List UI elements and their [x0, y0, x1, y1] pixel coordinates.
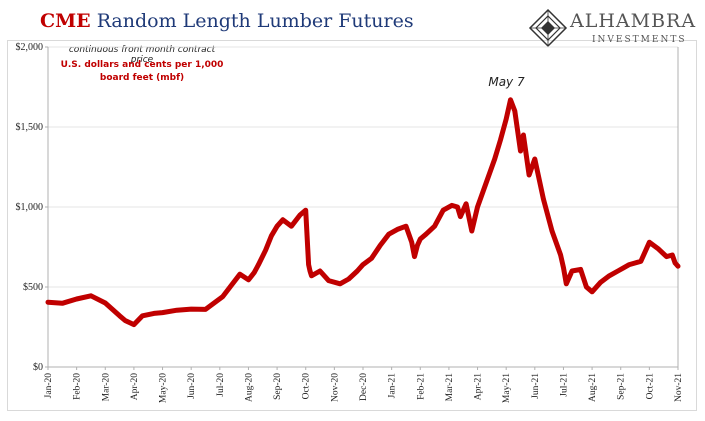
x-tick-label: Jun-21 [531, 373, 541, 399]
x-tick-label: Jul-21 [559, 373, 569, 397]
y-tick-label: $1,000 [16, 202, 44, 213]
y-tick-label: $2,000 [16, 42, 44, 53]
title-cme: CME [40, 10, 91, 32]
x-tick-label: Jun-20 [187, 373, 197, 399]
x-tick-label: Aug-20 [244, 373, 254, 402]
y-tick-label: $500 [23, 282, 43, 293]
x-tick-label: Mar-20 [101, 373, 111, 402]
note-units-line2: board feet (mbf) [99, 73, 185, 83]
x-tick-label: Feb-21 [416, 373, 426, 400]
x-tick-label: May-20 [159, 373, 169, 403]
x-tick-label: Jan-20 [44, 373, 54, 399]
x-tick-label: Apr-20 [130, 373, 140, 400]
title-main: Random Length Lumber Futures [96, 10, 414, 32]
note-contract: continuous front month contract price [68, 45, 216, 65]
x-tick-label: May-21 [502, 373, 512, 403]
logo-subtitle: INVESTMENTS [592, 35, 687, 45]
price-series-line [45, 97, 681, 328]
x-tick-label: Oct-20 [302, 373, 312, 400]
alhambra-logo: ALHAMBRA INVESTMENTS [528, 8, 698, 48]
x-tick-label: Nov-20 [330, 373, 340, 402]
x-tick-label: Sep-21 [617, 373, 627, 400]
logo-name: ALHAMBRA [570, 10, 697, 32]
x-tick-label: Aug-21 [588, 373, 598, 402]
x-tick-label: Mar-21 [445, 373, 455, 402]
x-tick-label: Apr-21 [474, 373, 484, 400]
y-tick-label: $1,500 [16, 122, 44, 133]
note-units-line1: U.S. dollars and cents per 1,000 [60, 60, 224, 70]
x-tick-label: Feb-20 [73, 373, 83, 400]
x-tick-label: Dec-20 [359, 373, 369, 401]
may7-annotation: May 7 [488, 75, 525, 89]
x-tick-label: Sep-20 [273, 373, 283, 400]
chart-title: CME Random Length Lumber Futures [40, 10, 414, 32]
note-units: U.S. dollars and cents per 1,000 board f… [56, 59, 228, 85]
x-tick-label: Nov-21 [674, 373, 684, 402]
y-tick-label: $0 [33, 362, 43, 373]
x-tick-label: Jul-20 [216, 373, 226, 397]
x-tick-label: Jan-21 [388, 373, 398, 399]
diamond-logo-icon [528, 8, 568, 48]
x-tick-label: Oct-21 [645, 373, 655, 400]
